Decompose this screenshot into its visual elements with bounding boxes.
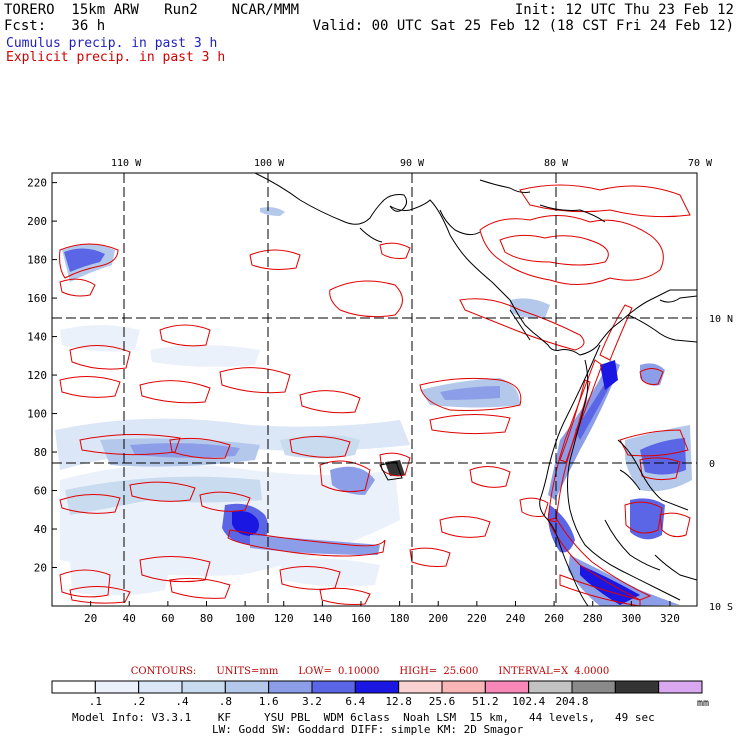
colorbar-label: .4	[175, 695, 189, 708]
x-tick-label: 280	[583, 612, 603, 625]
explicit-precip-label: Explicit precip. in past 3 h	[6, 50, 226, 65]
x-tick-label: 300	[621, 612, 641, 625]
lat-label: 10 N	[709, 314, 733, 325]
colorbar-label: 51.2	[472, 695, 499, 708]
x-tick-label: 40	[123, 612, 136, 625]
y-tick-label: 60	[34, 485, 47, 498]
lon-label: 100 W	[254, 158, 285, 169]
x-tick-label: 200	[428, 612, 448, 625]
y-tick-label: 160	[27, 292, 47, 305]
plot-frame	[51, 172, 698, 607]
colorbar-label: 1.6	[258, 695, 279, 708]
colorbar-labels: .1 .2 .4 .8 1.6 3.2 6.4 12.8 25.6 51.2 102.4 204.8	[0, 695, 740, 709]
y-tick-label: 120	[27, 369, 47, 382]
colorbar-swatch	[94, 680, 140, 694]
colorbar-label: 6.4	[345, 695, 366, 708]
colorbar-swatch	[398, 680, 443, 694]
colorbar-swatch	[138, 680, 183, 694]
contours-interval: INTERVAL=X 4.0000	[498, 666, 610, 677]
lat-label: 0	[709, 459, 715, 470]
model-title: TORERO 15km ARW Run2 NCAR/MMM	[4, 2, 300, 18]
contours-units: UNITS=mm	[216, 666, 279, 677]
lon-label: 70 W	[688, 158, 713, 169]
colorbar-swatch	[268, 680, 313, 694]
x-tick-label: 20	[84, 612, 97, 625]
colorbar-label: .2	[132, 695, 146, 708]
init-time: Init: 12 UTC Thu 23 Feb 12	[514, 2, 734, 18]
colorbar-label: .1	[88, 695, 102, 708]
colorbar-swatch	[51, 680, 96, 694]
valid-time: Valid: 00 UTC Sat 25 Feb 12 (18 CST Fri …	[312, 18, 734, 34]
lon-label: 90 W	[400, 158, 425, 169]
x-tick-label: 140	[312, 612, 332, 625]
model-info: Model Info: V3.3.1 KF YSU PBL WDM 6class…	[72, 712, 655, 736]
y-tick-label: 20	[34, 562, 47, 575]
y-tick-label: 80	[34, 446, 47, 459]
colorbar-unit: mm	[697, 698, 709, 709]
colorbar-swatch	[441, 680, 486, 694]
y-axis-ticks: 220 200 180 160 140 120 100 80 60 40 20	[27, 177, 57, 575]
colorbar-swatch	[181, 680, 226, 694]
contours-label: CONTOURS:	[130, 666, 197, 677]
x-axis-ticks: 20 40 60 80 100 120 140 160 180 200 220 240 260 280 30…	[84, 601, 680, 625]
y-tick-label: 100	[27, 408, 47, 421]
x-tick-label: 60	[161, 612, 174, 625]
colorbar-swatch	[311, 680, 356, 694]
colorbar	[51, 680, 703, 694]
colorbar-label: 204.8	[555, 695, 589, 708]
x-tick-label: 180	[390, 612, 410, 625]
x-tick-label: 160	[351, 612, 371, 625]
x-tick-label: 240	[506, 612, 526, 625]
y-tick-label: 140	[27, 331, 47, 344]
colorbar-label: 102.4	[512, 695, 546, 708]
cumulus-precip-label: Cumulus precip. in past 3 h	[6, 36, 218, 51]
colorbar-swatch	[224, 680, 270, 694]
x-tick-label: 100	[235, 612, 255, 625]
colorbar-label: 3.2	[302, 695, 322, 708]
x-tick-label: 80	[200, 612, 213, 625]
model-info-line2: LW: Godd SW: Goddard DIFF: simple KM: 2D…	[212, 723, 524, 736]
coastlines	[254, 173, 697, 606]
lat-label: 10 S	[709, 602, 733, 613]
graticule	[52, 173, 697, 606]
y-tick-label: 200	[27, 215, 47, 228]
colorbar-swatch	[658, 680, 703, 694]
x-tick-label: 120	[274, 612, 294, 625]
colorbar-swatch	[484, 680, 530, 694]
colorbar-swatch	[571, 680, 616, 694]
lon-label: 110 W	[111, 158, 142, 169]
x-tick-label: 260	[544, 612, 564, 625]
explicit-precip-contours	[59, 184, 691, 606]
contour-info: CONTOURS: UNITS=mm LOW= 0.10000 HIGH= 25.60…	[0, 666, 740, 677]
colorbar-label: .8	[218, 695, 232, 708]
colorbar-swatch	[614, 680, 660, 694]
lon-label: 80 W	[544, 158, 569, 169]
model-info-line1: Model Info: V3.3.1 KF YSU PBL WDM 6class…	[72, 711, 655, 724]
contours-low: LOW= 0.10000	[298, 666, 380, 677]
colorbar-label: 25.6	[428, 695, 456, 708]
y-tick-label: 220	[27, 177, 47, 190]
colorbar-swatch	[528, 680, 573, 694]
forecast-hour: Fcst: 36 h	[4, 18, 106, 34]
x-tick-label: 320	[660, 612, 680, 625]
y-tick-label: 180	[27, 254, 47, 267]
y-tick-label: 40	[34, 523, 47, 536]
colorbar-swatch	[354, 680, 400, 694]
colorbar-label: 12.8	[385, 695, 412, 708]
precip-shading	[55, 207, 692, 606]
contours-high: HIGH= 25.600	[399, 666, 479, 677]
x-tick-label: 220	[467, 612, 487, 625]
